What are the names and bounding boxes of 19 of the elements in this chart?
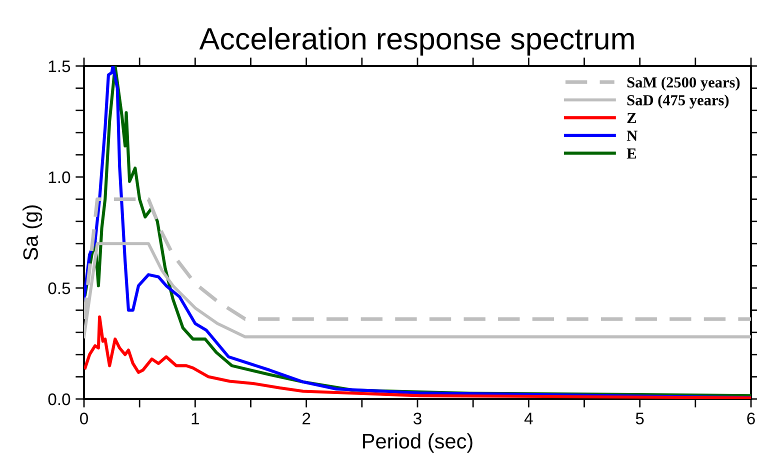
x-tick-label: 4 [524,412,533,424]
x-tick-label: 2 [302,412,310,424]
legend-label: E [626,148,636,159]
legend-label: SaM (2500 years) [627,76,740,91]
x-tick-label: 5 [636,412,644,424]
y-tick-label: 1.0 [48,171,70,184]
x-tick-label: 6 [747,412,755,424]
x-tick-label: 0 [80,412,88,424]
y-tick-label: 0.5 [48,282,70,294]
y-tick-label: 0.0 [48,393,70,406]
x-axis-title: Period (sec) [363,433,472,453]
legend-label: SaD (475 years) [627,94,729,108]
x-tick-label: 3 [414,412,422,424]
y-axis-title: Sa (g) [22,205,42,260]
chart-title: Acceleration response spectrum [199,27,634,56]
y-tick-label: 1.5 [48,60,70,72]
x-tick-label: 1 [192,412,199,424]
legend-label: Z [627,113,636,124]
legend-label: N [626,130,638,141]
